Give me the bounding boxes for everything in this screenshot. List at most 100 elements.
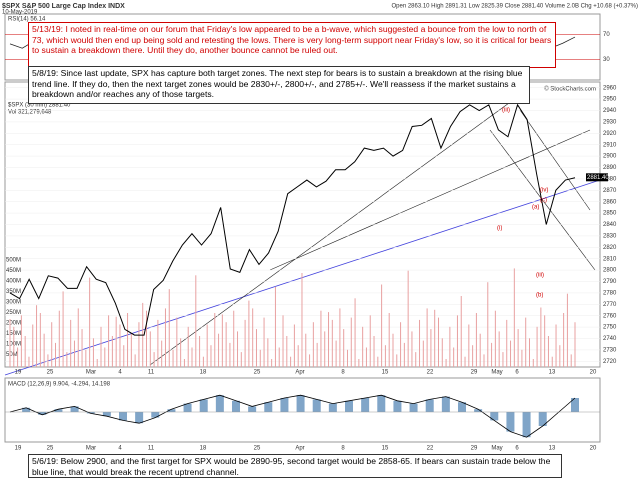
x-tick-label: 18 — [200, 370, 207, 376]
x-tick-label: 29 — [471, 370, 478, 376]
y-tick-label: 2830 — [603, 233, 617, 239]
macd-histogram — [102, 412, 111, 417]
wave-label: (iv) — [540, 188, 548, 194]
blue-trendline — [4, 179, 601, 376]
x-tick-label: 20 — [590, 446, 597, 452]
rsi-level-label: 70 — [603, 32, 610, 38]
macd-histogram — [345, 400, 353, 412]
x-tick-label: 20 — [590, 370, 597, 376]
macd-histogram — [199, 399, 208, 412]
macd-histogram — [312, 399, 321, 412]
x-tick-label: 25 — [47, 446, 54, 452]
y-tick-label: 2860 — [603, 199, 617, 205]
channel-line — [519, 109, 591, 211]
x-tick-label: 15 — [382, 370, 389, 376]
x-tick-label: Apr — [295, 370, 304, 376]
x-tick-label: 8 — [341, 370, 345, 376]
channel-line — [149, 94, 521, 366]
volume-tick-label: 450M — [6, 268, 21, 274]
x-tick-label: 4 — [118, 446, 122, 452]
y-tick-label: 2960 — [603, 85, 617, 91]
macd-histogram — [280, 398, 289, 412]
macd-histogram — [506, 412, 515, 432]
macd-histogram — [328, 403, 337, 412]
wave-label: (a) — [532, 205, 539, 211]
macd-histogram — [409, 403, 418, 412]
y-tick-label: 2910 — [603, 142, 617, 148]
symbol: $SPX S&P 500 Large Cap Index INDX — [2, 3, 125, 10]
volume-tick-label: 50M — [6, 352, 18, 358]
y-tick-label: 2920 — [603, 131, 617, 137]
rsi-level-label: 30 — [603, 57, 610, 63]
channel-line — [489, 129, 596, 271]
rsi-label: RSI(14) 56.14 — [8, 17, 46, 23]
y-tick-label: 2820 — [603, 245, 617, 251]
x-tick-label: 11 — [148, 446, 155, 452]
annotation: 5/13/19: I noted in real-time on our for… — [28, 22, 556, 68]
y-tick-label: 2930 — [603, 119, 617, 125]
x-tick-label: May — [491, 370, 502, 376]
macd-histogram — [264, 402, 273, 412]
volume-tick-label: 400M — [6, 279, 21, 285]
x-tick-label: 15 — [382, 446, 389, 452]
y-tick-label: 2900 — [603, 154, 617, 160]
x-tick-label: 22 — [427, 370, 434, 376]
wave-label: (iii) — [536, 273, 544, 279]
macd-histogram — [38, 412, 47, 415]
y-tick-label: 2840 — [603, 222, 617, 228]
y-tick-label: 2940 — [603, 108, 617, 114]
site: © StockCharts.com — [544, 86, 596, 93]
volume-tick-label: 200M — [6, 321, 21, 327]
y-tick-label: 2770 — [603, 302, 617, 308]
x-tick-label: Mar — [86, 446, 96, 452]
price-line — [9, 103, 576, 336]
macd-histogram — [571, 398, 579, 412]
y-tick-label: 2870 — [603, 188, 617, 194]
macd-histogram — [183, 403, 192, 412]
macd-histogram — [441, 396, 450, 412]
y-tick-label: 2880 — [603, 176, 617, 182]
x-tick-label: 29 — [471, 446, 478, 452]
macd-label: MACD (12,26,9) 9.904, -4.294, 14.198 — [8, 382, 111, 388]
x-tick-label: 8 — [341, 446, 345, 452]
macd-histogram — [54, 409, 63, 412]
macd-histogram — [167, 409, 176, 412]
macd-histogram — [70, 406, 79, 412]
volume-tick-label: 300M — [6, 300, 21, 306]
x-tick-label: 13 — [549, 370, 556, 376]
volume-tick-label: 350M — [6, 289, 21, 295]
annotation: 5/6/19: Below 2900, and the first target… — [28, 454, 562, 478]
y-tick-label: 2810 — [603, 256, 617, 262]
x-tick-label: May — [491, 446, 502, 452]
y-tick-label: 2760 — [603, 313, 617, 319]
y-tick-label: 2800 — [603, 268, 617, 274]
quote: Open 2863.10 High 2891.31 Low 2825.39 Cl… — [391, 4, 638, 10]
volume-tick-label: 250M — [6, 310, 21, 316]
x-tick-label: 18 — [200, 446, 207, 452]
y-tick-label: 2730 — [603, 347, 617, 353]
macd-histogram — [538, 412, 547, 426]
macd-histogram — [22, 407, 31, 412]
annotation: 5/8/19: Since last update, SPX has captu… — [28, 66, 530, 104]
x-tick-label: Apr — [295, 446, 304, 452]
macd-histogram — [377, 395, 386, 412]
x-tick-label: 4 — [118, 370, 122, 376]
macd-histogram — [361, 398, 370, 412]
y-tick-label: 2790 — [603, 279, 617, 285]
macd-histogram — [215, 395, 224, 412]
price-label: $SPX (30 min) 2881.40 — [8, 103, 71, 109]
x-tick-label: 13 — [549, 446, 556, 452]
macd-histogram — [151, 412, 160, 418]
y-tick-label: 2950 — [603, 97, 617, 103]
x-tick-label: 19 — [15, 446, 22, 452]
macd-line — [9, 394, 576, 438]
y-tick-label: 2780 — [603, 290, 617, 296]
last-price-tag — [586, 173, 608, 182]
macd-histogram — [296, 395, 305, 412]
x-tick-label: 11 — [148, 370, 155, 376]
macd-histogram — [425, 399, 434, 412]
x-tick-label: 6 — [515, 370, 519, 376]
x-tick-label: 25 — [47, 370, 54, 376]
macd-histogram — [86, 412, 95, 414]
